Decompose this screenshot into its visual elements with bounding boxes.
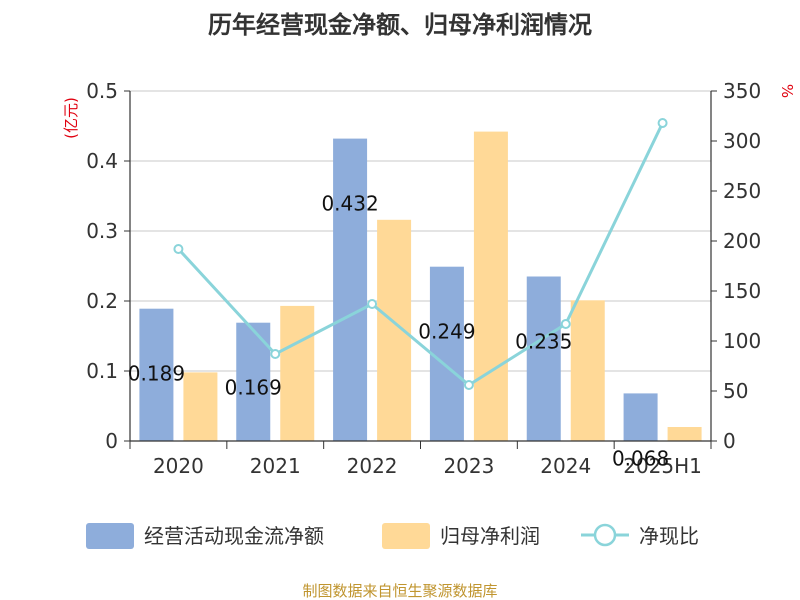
point-2021 — [270, 349, 281, 359]
right-axis-unit: % — [778, 84, 796, 98]
x-tick-label-2023: 2023 — [443, 454, 494, 478]
bars — [139, 131, 702, 441]
x-tick-label-2025h1: 2025H1 — [623, 454, 702, 478]
point-2025h1 — [657, 118, 668, 128]
chart-title: 历年经营现金净额、归母净利润情况 — [208, 11, 592, 39]
bar-cash-flow-2025h1 — [623, 393, 658, 441]
right-tick-label-350: 350 — [723, 79, 761, 103]
legend-label-0: 经营活动现金流净额 — [144, 524, 324, 548]
x-tick-label-2022: 2022 — [347, 454, 398, 478]
legend-swatch-0 — [86, 523, 134, 549]
bar-net-profit-2022 — [377, 219, 412, 441]
bar-cash-flow-2022 — [333, 138, 368, 441]
source-note: 制图数据来自恒生聚源数据库 — [302, 582, 497, 600]
legend: 经营活动现金流净额 归母净利润 净现比 — [86, 523, 699, 549]
right-tick-label-200: 200 — [723, 229, 761, 253]
bar-net-profit-2025h1 — [667, 427, 702, 441]
data-label-2021: 0.169 — [225, 376, 282, 400]
x-tick-label-2020: 2020 — [153, 454, 204, 478]
left-tick-label-0-4: 0.4 — [86, 149, 118, 173]
point-2023 — [463, 380, 474, 390]
x-tick-label-2024: 2024 — [540, 454, 591, 478]
left-tick-label-0-1: 0.1 — [86, 359, 118, 383]
right-tick-label-50: 50 — [723, 379, 748, 403]
left-tick-label-0-5: 0.5 — [86, 79, 118, 103]
right-tick-label-150: 150 — [723, 279, 761, 303]
legend-marker-2 — [593, 523, 617, 547]
point-2020 — [173, 244, 184, 254]
bar-net-profit-2023 — [473, 131, 508, 441]
right-tick-label-300: 300 — [723, 129, 761, 153]
line-net-cash-ratio — [177, 122, 664, 387]
right-tick-label-0: 0 — [723, 429, 736, 453]
point-2022 — [367, 299, 378, 309]
data-label-2024: 0.235 — [515, 330, 572, 354]
data-label-2025h1: 0.068 — [612, 446, 669, 470]
legend-label-1: 归母净利润 — [440, 524, 540, 548]
bar-cash-flow-2024 — [526, 276, 561, 441]
left-tick-label-0-3: 0.3 — [86, 219, 118, 243]
legend-swatch-1 — [382, 523, 430, 549]
data-labels: 0.189 0.169 0.432 0.249 0.235 0.068 — [128, 192, 669, 471]
data-label-2023: 0.249 — [418, 320, 475, 344]
bar-cash-flow-2020 — [139, 308, 174, 441]
x-tick-label-2021: 2021 — [250, 454, 301, 478]
axes: 0 0.1 0.2 0.3 0.4 0.5 0 50 100 150 200 250 300 350 202… — [86, 79, 761, 478]
right-tick-label-100: 100 — [723, 329, 761, 353]
left-tick-label-0: 0 — [105, 429, 118, 453]
bar-net-profit-2021 — [280, 305, 315, 441]
bar-net-profit-2020 — [183, 372, 218, 441]
data-label-2020: 0.189 — [128, 362, 185, 386]
left-axis-unit: (亿元) — [62, 97, 80, 139]
left-tick-label-0-2: 0.2 — [86, 289, 118, 313]
right-tick-label-250: 250 — [723, 179, 761, 203]
data-label-2022: 0.432 — [321, 192, 378, 216]
bar-net-profit-2024 — [570, 300, 605, 441]
bar-cash-flow-2023 — [429, 266, 464, 441]
point-2024 — [560, 319, 571, 329]
line-series — [173, 118, 668, 390]
legend-label-2: 净现比 — [639, 524, 699, 548]
